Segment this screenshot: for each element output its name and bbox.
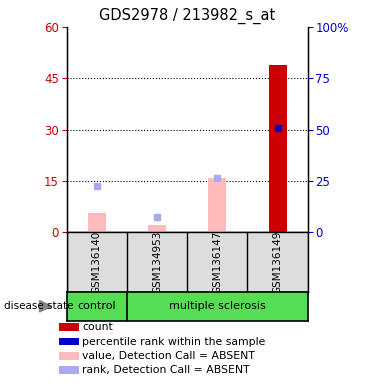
Text: GSM134953: GSM134953 bbox=[152, 230, 162, 294]
Text: GSM136149: GSM136149 bbox=[272, 230, 283, 294]
Text: count: count bbox=[82, 322, 113, 332]
Bar bbox=[88, 214, 106, 232]
Text: value, Detection Call = ABSENT: value, Detection Call = ABSENT bbox=[82, 351, 255, 361]
Polygon shape bbox=[40, 300, 52, 312]
Bar bbox=[148, 225, 166, 232]
Bar bbox=[208, 177, 226, 232]
Text: rank, Detection Call = ABSENT: rank, Detection Call = ABSENT bbox=[82, 365, 250, 375]
Text: GSM136147: GSM136147 bbox=[212, 230, 222, 294]
Bar bbox=[59, 323, 79, 331]
Bar bbox=[269, 65, 287, 232]
Bar bbox=[59, 338, 79, 346]
Text: multiple sclerosis: multiple sclerosis bbox=[169, 301, 266, 311]
Text: disease state: disease state bbox=[4, 301, 73, 311]
Text: control: control bbox=[78, 301, 116, 311]
Text: GSM136140: GSM136140 bbox=[92, 230, 102, 294]
Bar bbox=[59, 366, 79, 374]
Bar bbox=[59, 352, 79, 360]
Title: GDS2978 / 213982_s_at: GDS2978 / 213982_s_at bbox=[99, 8, 275, 24]
Text: percentile rank within the sample: percentile rank within the sample bbox=[82, 337, 266, 347]
